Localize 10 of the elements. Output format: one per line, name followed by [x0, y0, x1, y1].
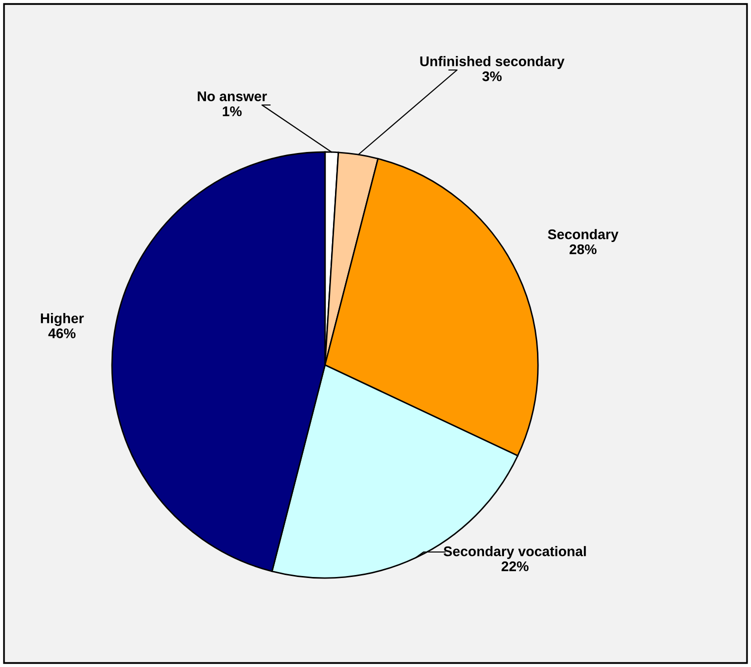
slice-label: Secondary [548, 229, 618, 242]
data-label: 3% [482, 71, 502, 82]
slice-label: Unfinished secondary [420, 56, 564, 69]
data-label: 1% [222, 106, 242, 116]
data-label: 28% [570, 244, 597, 254]
slice-label: No answer [198, 92, 267, 102]
data-label: 46% [48, 328, 76, 338]
data-label: 22% [502, 561, 529, 572]
slice-label: Secondary vocational [444, 546, 586, 559]
slice-label: Higher [40, 313, 84, 326]
